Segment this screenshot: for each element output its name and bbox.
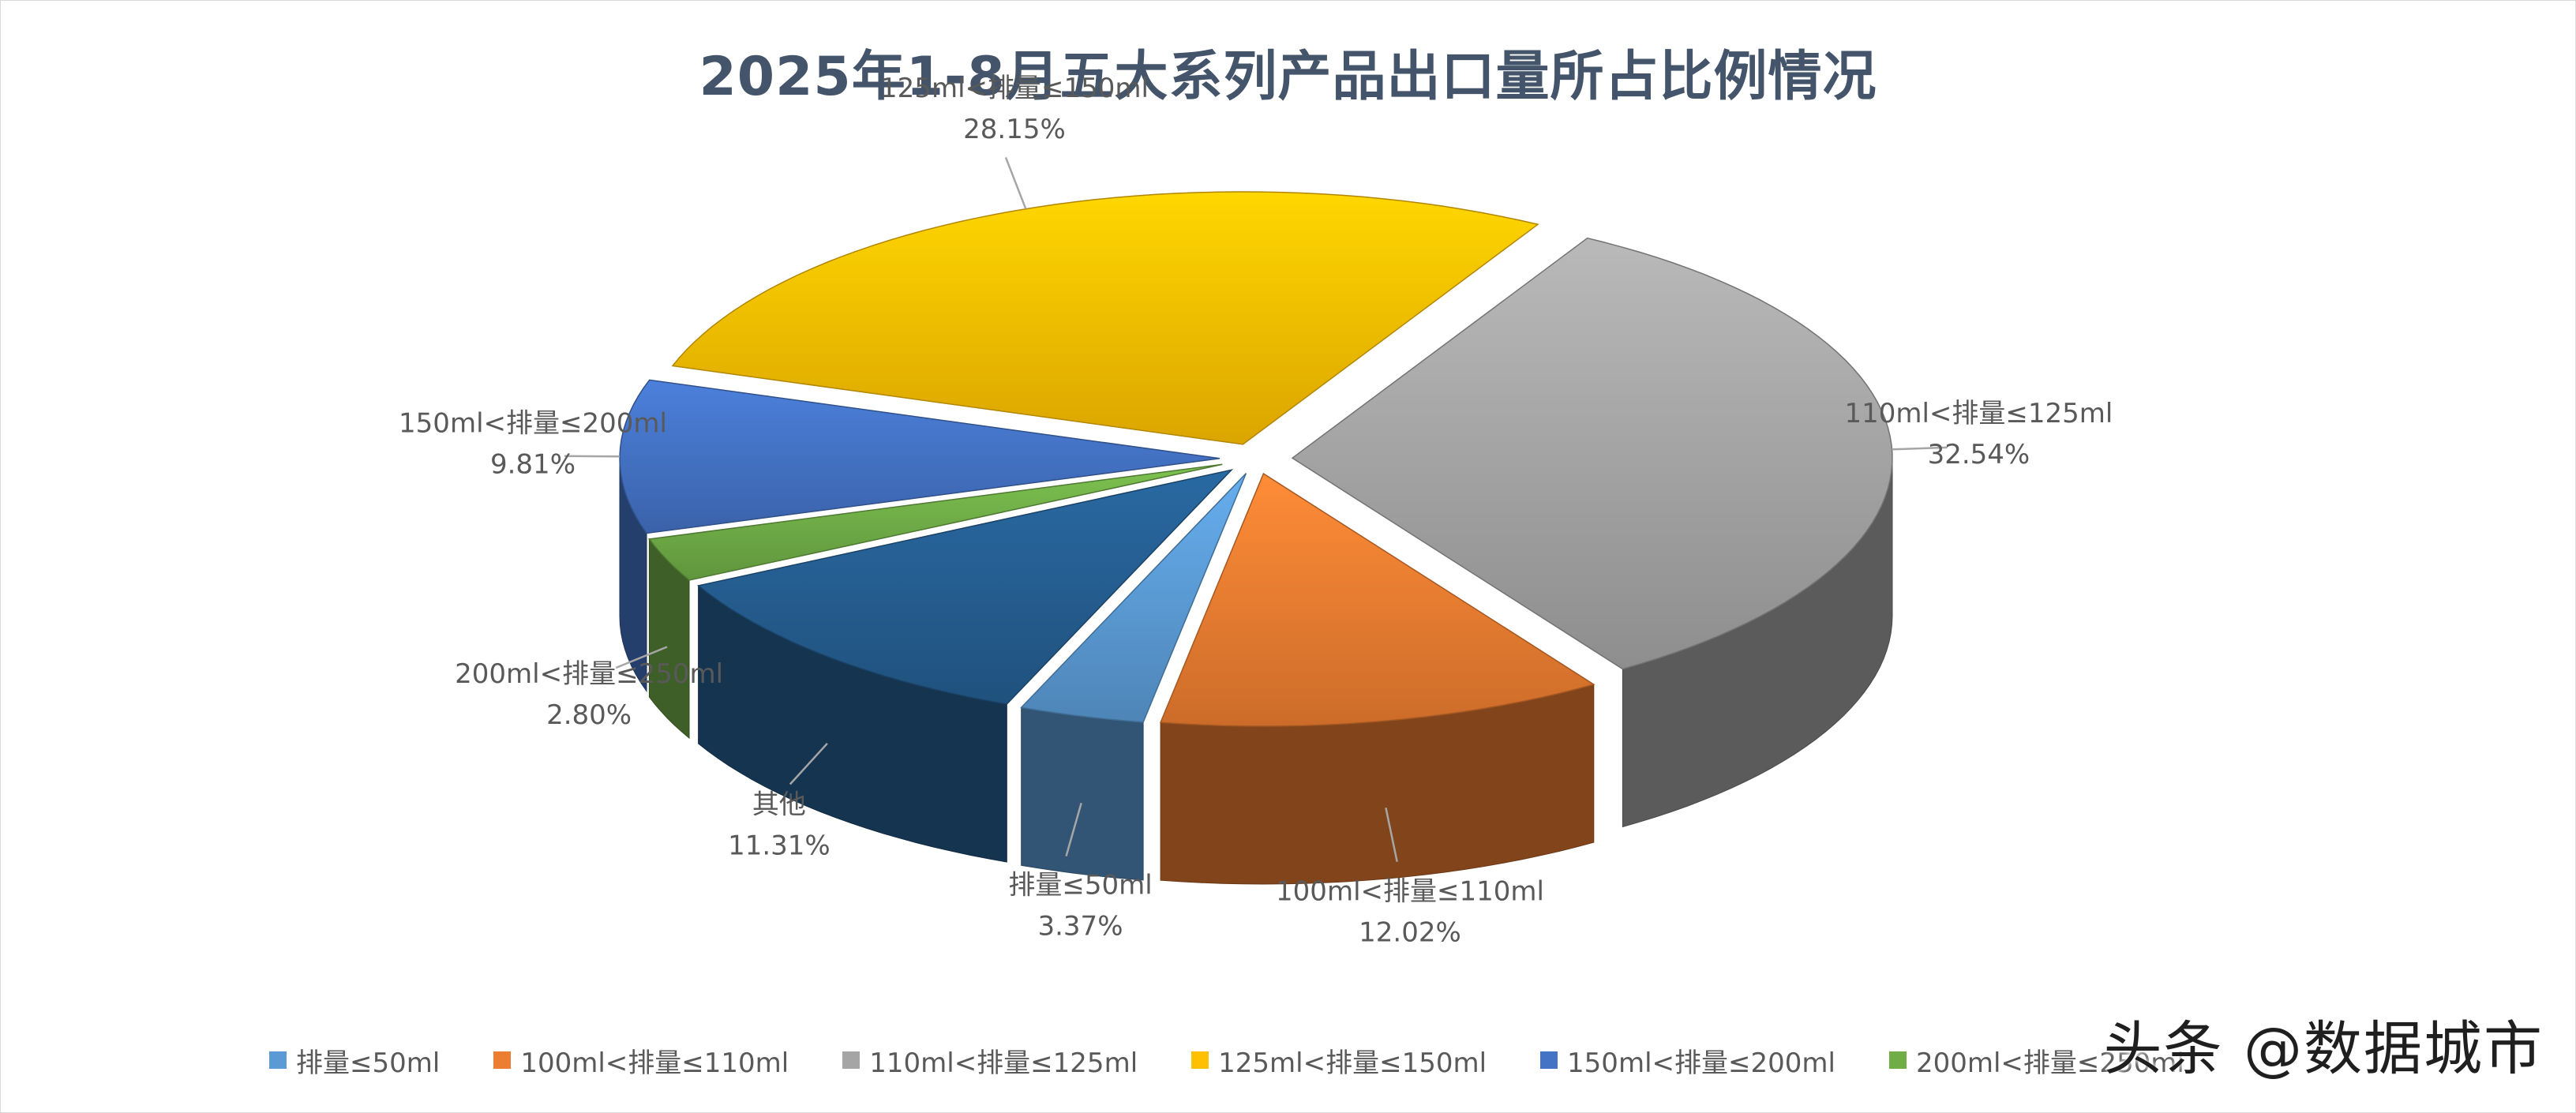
legend-item: 100ml<排量≤110ml bbox=[493, 1041, 789, 1080]
leader-line-6 bbox=[789, 742, 828, 785]
leader-line-5 bbox=[615, 646, 668, 669]
slice-label-5: 200ml<排量≤250ml bbox=[455, 658, 723, 690]
legend-label: 100ml<排量≤110ml bbox=[520, 1047, 789, 1079]
slice-1 bbox=[1160, 472, 1595, 727]
legend-item: 排量≤50ml bbox=[269, 1041, 440, 1080]
chart-title: 2025年1-8月五大系列产品出口量所占比例情况 bbox=[699, 46, 1877, 108]
leader-line-1 bbox=[1385, 807, 1398, 863]
slice-label-4: 150ml<排量≤200ml bbox=[399, 407, 667, 439]
legend-label: 200ml<排量≤250ml bbox=[1915, 1047, 2184, 1079]
leader-line-2 bbox=[1892, 446, 1948, 451]
legend-item: 110ml<排量≤125ml bbox=[842, 1041, 1138, 1080]
legend-label: 排量≤50ml bbox=[296, 1047, 441, 1079]
legend-swatch bbox=[493, 1051, 512, 1069]
legend-label: 110ml<排量≤125ml bbox=[869, 1047, 1138, 1079]
watermark: 头条 @数据城市 bbox=[2103, 1015, 2544, 1083]
slice-label-1: 100ml<排量≤110ml bbox=[1276, 876, 1544, 908]
legend-swatch bbox=[1540, 1051, 1558, 1069]
slice-label-6: 其他 bbox=[752, 789, 806, 821]
slice-value-5: 2.80% bbox=[546, 699, 632, 731]
slice-0 bbox=[1020, 473, 1247, 723]
slice-value-0: 3.37% bbox=[1037, 911, 1123, 942]
slice-label-2: 110ml<排量≤125ml bbox=[1844, 398, 2113, 429]
legend-item: 125ml<排量≤150ml bbox=[1191, 1041, 1487, 1080]
legend-item: 200ml<排量≤250ml bbox=[1888, 1041, 2184, 1080]
leader-line-0 bbox=[1065, 802, 1082, 856]
legend-label: 150ml<排量≤200ml bbox=[1567, 1047, 1835, 1079]
legend-swatch bbox=[1191, 1051, 1209, 1069]
slice-value-4: 9.81% bbox=[490, 448, 576, 480]
legend: 排量≤50ml 100ml<排量≤110ml 110ml<排量≤125ml 125ml… bbox=[269, 1036, 2184, 1084]
leader-line-3 bbox=[1004, 156, 1027, 210]
slice-value-1: 12.02% bbox=[1359, 917, 1461, 949]
legend-item: 150ml<排量≤200ml bbox=[1540, 1041, 1835, 1080]
slice-5 bbox=[648, 463, 1223, 581]
slice-6 bbox=[696, 469, 1234, 705]
slice-value-3: 28.15% bbox=[963, 114, 1066, 145]
legend-swatch bbox=[842, 1051, 861, 1069]
slice-side-0 bbox=[1021, 706, 1144, 881]
slice-label-3: 125ml<排量≤150ml bbox=[880, 73, 1149, 104]
slice-value-2: 32.54% bbox=[1928, 439, 2030, 470]
slice-3 bbox=[671, 191, 1539, 445]
slice-2 bbox=[1291, 237, 1893, 670]
slice-value-6: 11.31% bbox=[728, 830, 831, 862]
slice-label-0: 排量≤50ml bbox=[1008, 870, 1152, 901]
legend-swatch bbox=[1888, 1051, 1907, 1069]
legend-label: 125ml<排量≤150ml bbox=[1218, 1047, 1487, 1079]
legend-swatch bbox=[269, 1051, 287, 1069]
leader-line-4 bbox=[564, 455, 621, 458]
